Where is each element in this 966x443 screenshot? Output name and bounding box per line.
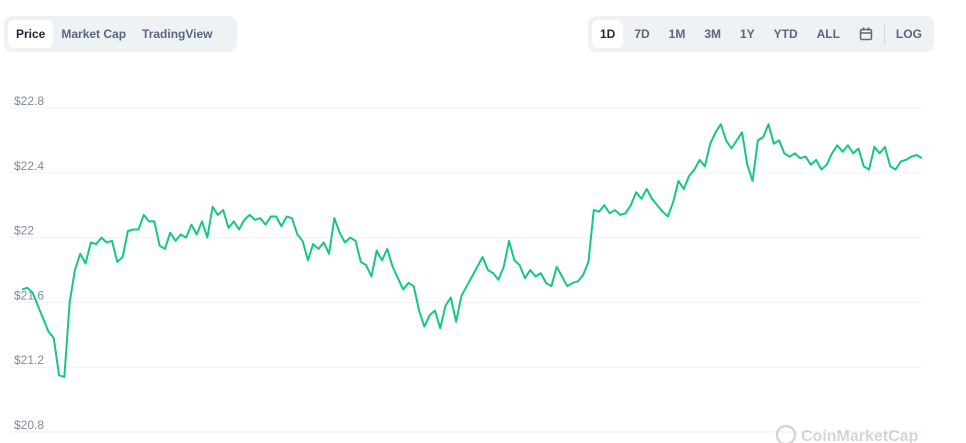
tab[interactable]: Market Cap (61, 27, 127, 41)
watermark: CoinMarketCap (775, 424, 919, 443)
calendar[interactable] (851, 20, 881, 48)
calendar-icon (859, 27, 873, 41)
plot: $20.8 $21.2 $21.6 $22 $22.4 $22.8 (10, 94, 923, 433)
range[interactable]: ALL (816, 27, 840, 41)
y-tick-label: $20.8 (14, 418, 44, 432)
range[interactable]: 1Y (739, 27, 755, 41)
range-tabs: 1D 7D 1M 3M 1Y YTD ALL LOG (588, 16, 934, 52)
watermark-text: CoinMarketCap (801, 428, 919, 443)
y-tick-label: $21.6 (14, 288, 44, 302)
y-tick-label: $22 (14, 224, 34, 238)
range[interactable]: 1D (592, 20, 624, 48)
divider (883, 24, 885, 44)
range[interactable]: 7D (634, 27, 650, 41)
range[interactable]: YTD (773, 27, 798, 41)
tab[interactable]: TradingView (142, 27, 213, 41)
view-tabs: Price Market Cap TradingView (4, 16, 237, 52)
y-tick-label: $22.8 (14, 94, 44, 108)
range[interactable]: 1M (668, 27, 686, 41)
log-toggle[interactable]: LOG (895, 27, 922, 41)
range[interactable]: 3M (704, 27, 721, 41)
price-line (21, 123, 923, 378)
y-tick-label: $22.4 (14, 159, 44, 173)
y-tick-label: $21.2 (14, 353, 44, 367)
tab[interactable]: Price (8, 20, 54, 48)
